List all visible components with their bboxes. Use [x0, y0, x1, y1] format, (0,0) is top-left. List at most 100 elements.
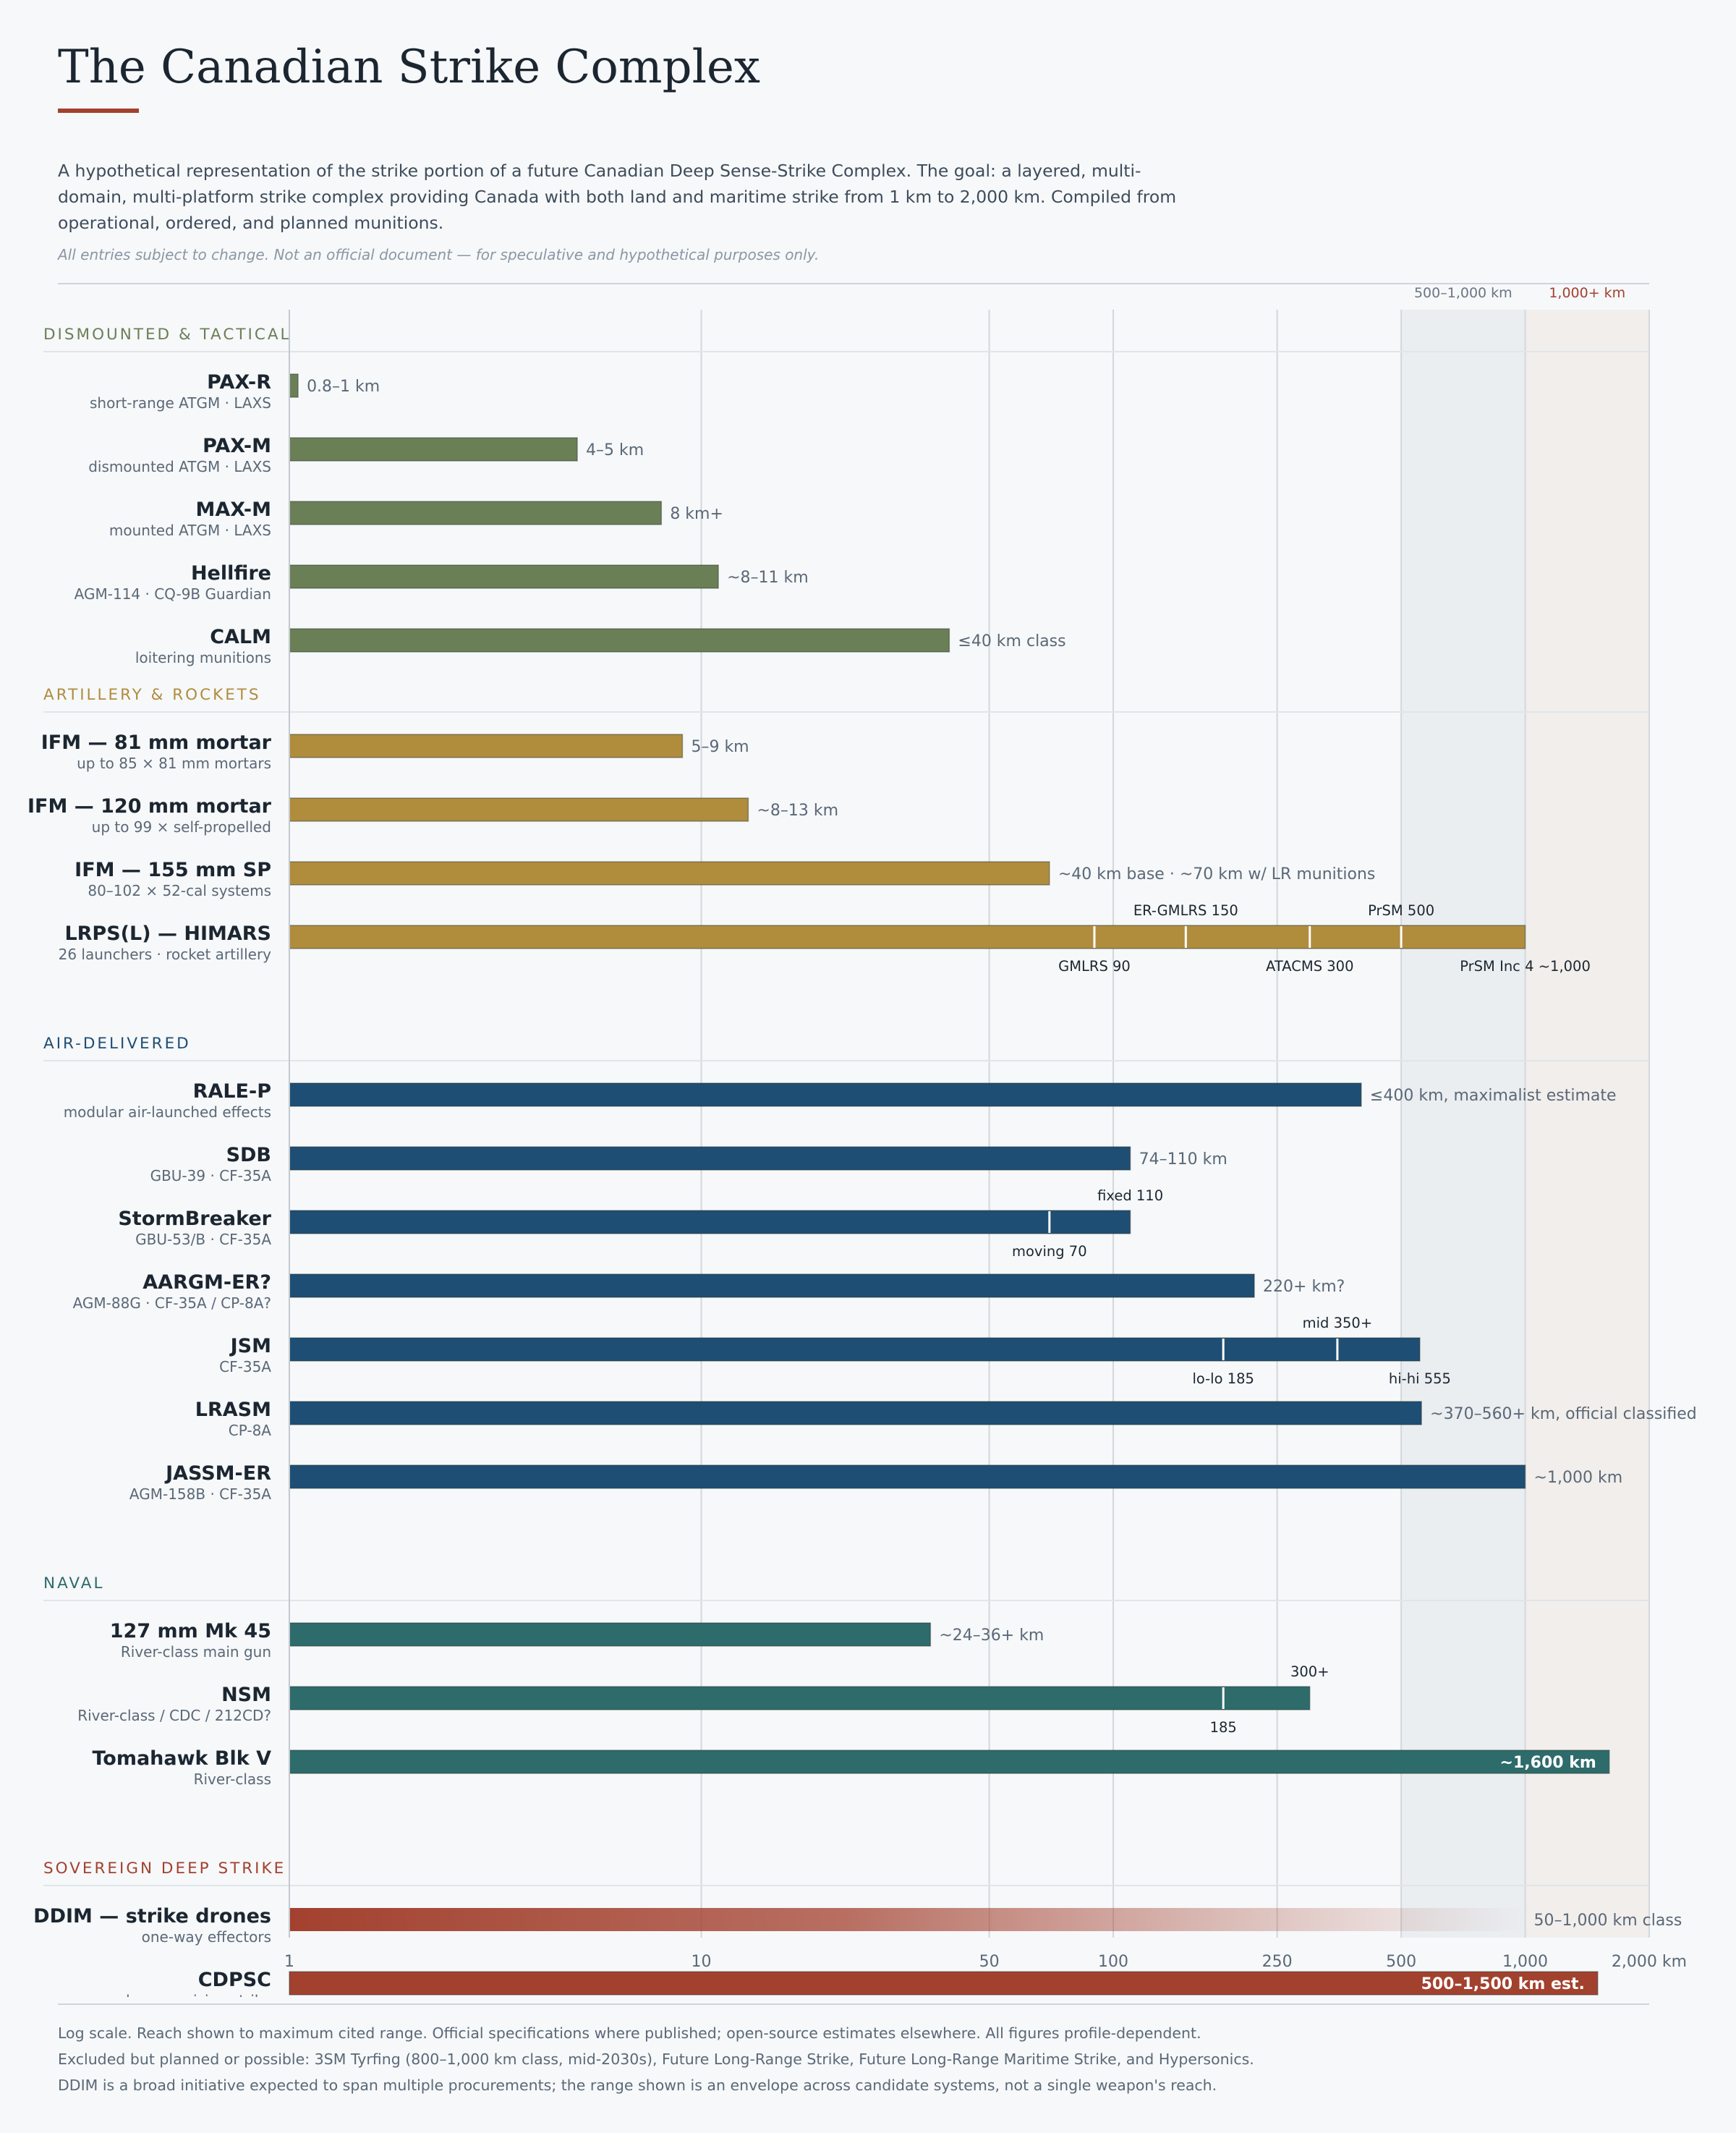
- bar-hellfire: [289, 564, 719, 589]
- page-title: The Canadian Strike Complex: [58, 41, 760, 94]
- row-sublabel-stormbreaker: GBU-53/B · CF-35A: [135, 1231, 271, 1248]
- row-sublabel-calm: loitering munitions: [135, 649, 271, 666]
- bar-jsm-marker-label-mid-350: mid 350+: [1303, 1315, 1373, 1331]
- row-label-jassm-er: JASSM-ER: [164, 1462, 271, 1485]
- row-sublabel-rale-p: modular air-launched effects: [64, 1103, 271, 1121]
- title-underline: [58, 109, 139, 113]
- row-label-127-mm-mk-45: 127 mm Mk 45: [110, 1620, 271, 1642]
- row-sublabel-jassm-er: AGM-158B · CF-35A: [129, 1485, 271, 1503]
- bar-lrasm-value-label: ~370–560+ km, official classified: [1430, 1405, 1697, 1423]
- row-label-cdpsc: CDPSC: [198, 1969, 271, 1991]
- x-tick-label-10: 10: [692, 1953, 712, 1971]
- row-label-tomahawk-blk-v: Tomahawk Blk V: [92, 1747, 271, 1770]
- bar-jassm-er: [289, 1464, 1526, 1489]
- bar-ifm-155-mm-sp-value-label: ~40 km base · ~70 km w/ LR munitions: [1058, 865, 1376, 883]
- bar-tomahawk-blk-v-value-label: ~1,600 km: [1500, 1754, 1596, 1772]
- disclaimer-text: All entries subject to change. Not an of…: [58, 246, 820, 263]
- x-tick-label-50: 50: [979, 1953, 1000, 1971]
- range-band-500-1-000-km: [1401, 310, 1526, 1938]
- row-sublabel-nsm: River-class / CDC / 212CD?: [77, 1707, 271, 1724]
- bar-stormbreaker-marker-label-moving-70: moving 70: [1012, 1243, 1087, 1260]
- bar-calm-value-label: ≤40 km class: [958, 632, 1065, 650]
- bar-nsm-end-label: 300+: [1290, 1663, 1329, 1680]
- bar-ifm-120-mm-mortar: [289, 797, 749, 822]
- bar-aargm-er: [289, 1273, 1255, 1298]
- x-tick-label-250: 250: [1262, 1953, 1293, 1971]
- bar-pax-m: [289, 437, 578, 462]
- group-air-delivered-header: AIR-DELIVERED: [43, 1035, 191, 1053]
- bar-calm: [289, 628, 950, 653]
- bar-lrps-l-himars: [289, 925, 1526, 949]
- row-label-sdb: SDB: [226, 1144, 271, 1166]
- row-label-nsm: NSM: [221, 1684, 271, 1706]
- row-label-pax-m: PAX-M: [203, 435, 271, 457]
- bar-jsm-marker-label-lo-lo-185: lo-lo 185: [1192, 1370, 1254, 1387]
- row-sublabel-jsm: CF-35A: [219, 1358, 271, 1375]
- bar-ifm-155-mm-sp: [289, 861, 1050, 886]
- bar-ifm-81-mm-mortar: [289, 734, 684, 758]
- bar-sdb-value-label: 74–110 km: [1139, 1150, 1227, 1169]
- row-sublabel-aargm-er: AGM-88G · CF-35A / CP-8A?: [73, 1294, 271, 1312]
- row-sublabel-cdpsc: deep precision strike: [121, 1992, 271, 1997]
- range-band-label-1-000-km: 1,000+ km: [1549, 285, 1625, 301]
- row-label-ddim-strike-drones: DDIM — strike drones: [33, 1905, 271, 1928]
- bar-jsm: [289, 1337, 1421, 1362]
- group-sovereign-deep-strike-header: SOVEREIGN DEEP STRIKE: [43, 1860, 286, 1878]
- bar-pax-r: [289, 373, 299, 398]
- bar-ifm-120-mm-mortar-value-label: ~8–13 km: [757, 802, 838, 820]
- bar-sdb: [289, 1146, 1131, 1171]
- bar-pax-m-value-label: 4–5 km: [586, 441, 644, 459]
- row-label-stormbreaker: StormBreaker: [118, 1208, 271, 1230]
- row-label-lrps-l-himars: LRPS(L) — HIMARS: [64, 923, 271, 945]
- bar-lrps-l-himars-end-label: PrSM Inc 4 ~1,000: [1460, 958, 1591, 975]
- row-label-ifm-120-mm-mortar: IFM — 120 mm mortar: [27, 795, 272, 818]
- bar-lrps-l-himars-marker-label-atacms-300: ATACMS 300: [1266, 958, 1353, 975]
- footer-divider: [58, 2003, 1649, 2005]
- row-label-jsm: JSM: [229, 1335, 271, 1357]
- x-tick-label-1000: 1,000: [1502, 1953, 1548, 1971]
- row-label-lrasm: LRASM: [195, 1399, 271, 1421]
- row-sublabel-sdb: GBU-39 · CF-35A: [150, 1167, 272, 1184]
- row-label-aargm-er: AARGM-ER?: [142, 1271, 271, 1294]
- footnote-2: Excluded but planned or possible: 3SM Ty…: [58, 2051, 1254, 2068]
- bar-nsm: [289, 1686, 1311, 1710]
- bar-cdpsc-value-label: 500–1,500 km est.: [1421, 1975, 1585, 1993]
- header-divider: [58, 283, 1649, 284]
- row-label-ifm-81-mm-mortar: IFM — 81 mm mortar: [41, 732, 272, 754]
- footnote-1: Log scale. Reach shown to maximum cited …: [58, 2024, 1201, 2042]
- row-sublabel-127-mm-mk-45: River-class main gun: [121, 1643, 271, 1661]
- bar-max-m-value-label: 8 km+: [670, 505, 723, 523]
- bar-127-mm-mk-45-value-label: ~24–36+ km: [939, 1627, 1044, 1645]
- row-label-ifm-155-mm-sp: IFM — 155 mm SP: [75, 859, 271, 881]
- group-naval-header: NAVAL: [43, 1574, 104, 1593]
- row-sublabel-lrps-l-himars: 26 launchers · rocket artillery: [59, 946, 272, 963]
- row-label-rale-p: RALE-P: [193, 1080, 271, 1103]
- bar-nsm-marker-label-185: 185: [1210, 1719, 1237, 1736]
- bar-tomahawk-blk-v: [289, 1750, 1610, 1774]
- strike-range-chart: 500–1,000 km 1,000+ km 1 10 50 100 250 500 1,000…: [27, 285, 1697, 1997]
- range-band-label-500-1-000-km: 500–1,000 km: [1414, 285, 1512, 301]
- bar-127-mm-mk-45: [289, 1622, 932, 1647]
- bar-cdpsc: [289, 1971, 1599, 1996]
- row-sublabel-lrasm: CP-8A: [229, 1422, 272, 1439]
- bar-ddim-strike-drones-value-label: 50–1,000 km class: [1534, 1912, 1682, 1930]
- bar-max-m: [289, 501, 663, 525]
- row-sublabel-hellfire: AGM-114 · CQ-9B Guardian: [75, 585, 271, 603]
- bar-jassm-er-value-label: ~1,000 km: [1534, 1469, 1623, 1487]
- x-tick-label-1: 1: [284, 1953, 294, 1971]
- row-sublabel-pax-m: dismounted ATGM · LAXS: [88, 458, 271, 475]
- row-label-calm: CALM: [210, 626, 271, 648]
- row-label-pax-r: PAX-R: [207, 371, 271, 394]
- intro-text: A hypothetical representation of the str…: [58, 161, 1177, 233]
- row-label-hellfire: Hellfire: [191, 562, 271, 585]
- bar-aargm-er-value-label: 220+ km?: [1263, 1278, 1345, 1296]
- footnote-3: DDIM is a broad initiative expected to s…: [58, 2077, 1217, 2094]
- bar-ddim-strike-drones: [289, 1908, 1526, 1931]
- x-tick-label-500: 500: [1386, 1953, 1416, 1971]
- row-sublabel-tomahawk-blk-v: River-class: [194, 1771, 271, 1788]
- bar-stormbreaker-end-label: fixed 110: [1097, 1187, 1163, 1204]
- group-artillery-rockets-header: ARTILLERY & ROCKETS: [43, 686, 261, 704]
- bar-lrps-l-himars-marker-label-prsm-500: PrSM 500: [1368, 902, 1434, 919]
- x-tick-label-100: 100: [1098, 1953, 1128, 1971]
- x-tick-label-2000: 2,000 km: [1612, 1953, 1687, 1971]
